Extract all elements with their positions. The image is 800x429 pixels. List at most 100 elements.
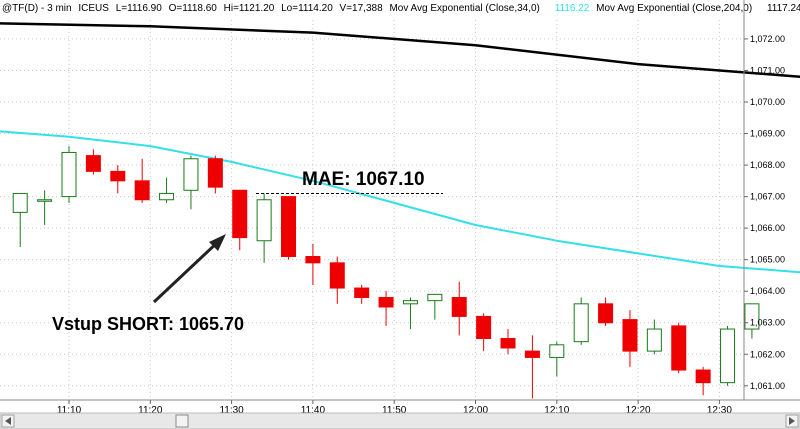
- price-tick-label: 1,069.00: [750, 129, 785, 139]
- scrollbar-track[interactable]: [0, 412, 800, 429]
- price-tick-label: 1,071.00: [750, 65, 785, 75]
- mae-annotation: MAE: 1067.10: [302, 169, 425, 190]
- arrow-head-icon: [209, 234, 226, 251]
- price-tick-label: 1,061.00: [750, 381, 785, 391]
- candle-body: [281, 196, 297, 258]
- candle-body: [427, 293, 443, 302]
- candle-body: [329, 262, 345, 289]
- candle: [37, 190, 53, 225]
- candle-body: [402, 300, 418, 305]
- time-tick-label: 12:30: [707, 405, 732, 416]
- candle: [232, 189, 248, 251]
- candle: [329, 256, 345, 304]
- symbol-label: @TF(D) - 3 min: [2, 3, 72, 14]
- time-tick-label: 11:40: [301, 405, 326, 416]
- scroll-right-icon: [789, 417, 795, 425]
- candle-body: [573, 303, 589, 343]
- moving-averages: [0, 22, 800, 274]
- candle: [183, 155, 199, 210]
- open-price: O=1118.60: [169, 3, 218, 14]
- price-tick-label: 1,072.00: [750, 34, 785, 44]
- candle: [110, 165, 126, 194]
- candle: [305, 243, 321, 285]
- candle-body: [61, 151, 77, 198]
- exchange-label: ICEUS: [78, 3, 109, 14]
- candle-body: [134, 180, 150, 201]
- candle: [622, 310, 638, 367]
- ma2-label: Mov Avg Exponential (Close,204,0): [596, 3, 752, 14]
- ma1-label: Mov Avg Exponential (Close,34,0): [389, 3, 539, 14]
- candle-body: [183, 158, 199, 191]
- time-tick-label: 12:20: [626, 405, 651, 416]
- price-tick-label: 1,065.00: [750, 255, 785, 265]
- candle: [378, 291, 394, 326]
- time-tick-label: 11:20: [138, 405, 163, 416]
- ma2-value: 1117.24: [767, 3, 800, 14]
- candle-body: [159, 192, 175, 201]
- grid: [0, 20, 744, 400]
- high-price: Hi=1121.20: [224, 3, 275, 14]
- candle-body: [744, 303, 760, 330]
- candle: [476, 313, 492, 352]
- candle: [12, 192, 28, 248]
- price-tick-label: 1,068.00: [750, 160, 785, 170]
- candle: [281, 196, 297, 260]
- candle-body: [549, 344, 565, 358]
- candle-body: [354, 287, 370, 299]
- candle: [427, 293, 443, 320]
- price-tick-label: 1,070.00: [750, 97, 785, 107]
- candle-body: [695, 369, 711, 384]
- candle-body: [451, 297, 467, 317]
- scrollbar-thumb[interactable]: [175, 414, 189, 428]
- scroll-left-icon: [5, 417, 11, 425]
- candle-body: [598, 303, 614, 324]
- price-tick-label: 1,064.00: [750, 286, 785, 296]
- last-price: L=1116.90: [116, 3, 163, 14]
- time-tick-label: 12:00: [463, 405, 488, 416]
- candle: [695, 366, 711, 396]
- low-price: Lo=1114.20: [281, 3, 333, 14]
- candle-body: [720, 328, 736, 384]
- candle: [573, 297, 589, 345]
- ema-34-line: [0, 130, 800, 274]
- annotations: MAE: 1067.10 Vstup SHORT: 1065.70: [52, 169, 443, 334]
- entry-annotation: Vstup SHORT: 1065.70: [52, 314, 244, 334]
- candle: [451, 281, 467, 336]
- candle-body: [305, 256, 321, 264]
- horizontal-scrollbar[interactable]: [0, 412, 800, 429]
- candle: [744, 303, 760, 339]
- candle-body: [378, 297, 394, 308]
- candle-body: [524, 350, 540, 358]
- price-axis: 1,061.00 1,062.00 1,063.00 1,064.00 1,065.00…: [744, 34, 785, 391]
- candle: [256, 193, 272, 263]
- candles: [12, 146, 760, 399]
- candle-body: [110, 170, 126, 182]
- candle: [549, 341, 565, 377]
- price-tick-label: 1,063.00: [750, 318, 785, 328]
- candle-body: [671, 325, 687, 371]
- candle-body: [12, 192, 28, 213]
- price-tick-label: 1,066.00: [750, 223, 785, 233]
- time-tick-label: 11:30: [219, 405, 244, 416]
- candle-body: [646, 328, 662, 352]
- candle: [61, 146, 77, 203]
- entry-arrow: [152, 238, 222, 304]
- candle: [598, 297, 614, 326]
- candle: [85, 149, 101, 175]
- candle-body: [476, 315, 492, 340]
- candle: [354, 284, 370, 304]
- price-tick-label: 1,062.00: [750, 349, 785, 359]
- candle: [207, 155, 223, 194]
- candle: [671, 322, 687, 374]
- candle-body: [207, 158, 223, 188]
- ma1-value: 1116.22: [555, 3, 590, 14]
- price-tick-label: 1,067.00: [750, 192, 785, 202]
- candle: [720, 325, 736, 386]
- candle: [134, 158, 150, 203]
- ema-204-line: [0, 22, 800, 78]
- candle-body: [622, 319, 638, 352]
- candle-body: [37, 199, 53, 202]
- candle-body: [232, 189, 248, 239]
